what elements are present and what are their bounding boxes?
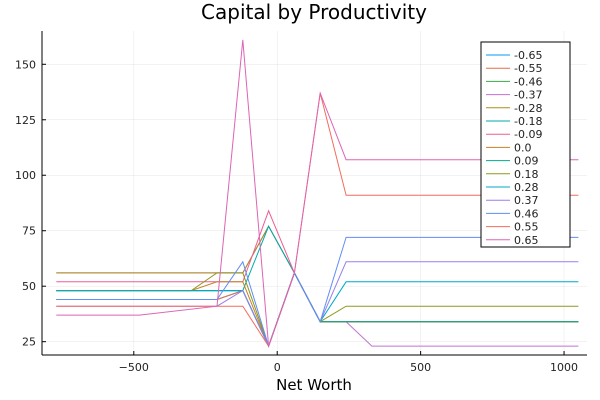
x-tick-label: 1000 [550,361,578,374]
series-line--0.65 [56,271,579,348]
legend-label: 0.28 [514,181,539,194]
legend-label: -0.65 [514,49,542,62]
series-line--0.55 [56,271,579,348]
series-line-0.18 [56,271,579,348]
y-tick-label: 150 [15,58,36,71]
legend-label: 0.0 [514,141,532,154]
legend-items: -0.65-0.55-0.46-0.37-0.28-0.18-0.090.00.… [486,49,542,247]
y-tick-label: 25 [22,336,36,349]
axes [41,31,587,356]
legend-label: -0.09 [514,128,542,141]
series-line-0.65 [56,39,579,347]
x-tick-label: −500 [119,361,149,374]
legend-label: 0.09 [514,155,539,168]
x-tick-label: 500 [410,361,431,374]
legend-label: -0.37 [514,89,542,102]
legend-box [480,41,571,248]
series-lines [56,39,579,348]
series-line-0.0 [56,271,579,348]
legend-label: 0.18 [514,168,539,181]
series-line-0.37 [56,261,579,348]
y-ticks: 25 50 75 100 125 150 [15,58,46,349]
y-tick-label: 50 [22,280,36,293]
legend-label: 0.37 [514,194,539,207]
legend-label: -0.55 [514,62,542,75]
legend-label: -0.18 [514,115,542,128]
series-line-0.09 [56,271,579,348]
y-tick-label: 100 [15,169,36,182]
x-tick-label: 0 [274,361,281,374]
series-line-0.46 [56,236,579,348]
legend-label: -0.28 [514,102,542,115]
x-ticks: −500 0 500 1000 [119,351,578,374]
chart-title: Capital by Productivity [201,0,427,24]
legend-label: 0.65 [514,234,539,247]
series-line--0.46 [56,271,579,348]
y-tick-label: 125 [15,114,36,127]
legend-label: 0.55 [514,221,539,234]
y-tick-label: 75 [22,225,36,238]
legend-label: -0.46 [514,75,542,88]
legend: -0.65-0.55-0.46-0.37-0.28-0.18-0.090.00.… [480,41,571,248]
x-axis-label: Net Worth [276,376,352,394]
legend-label: 0.46 [514,207,539,220]
series-line-0.28 [56,271,579,348]
